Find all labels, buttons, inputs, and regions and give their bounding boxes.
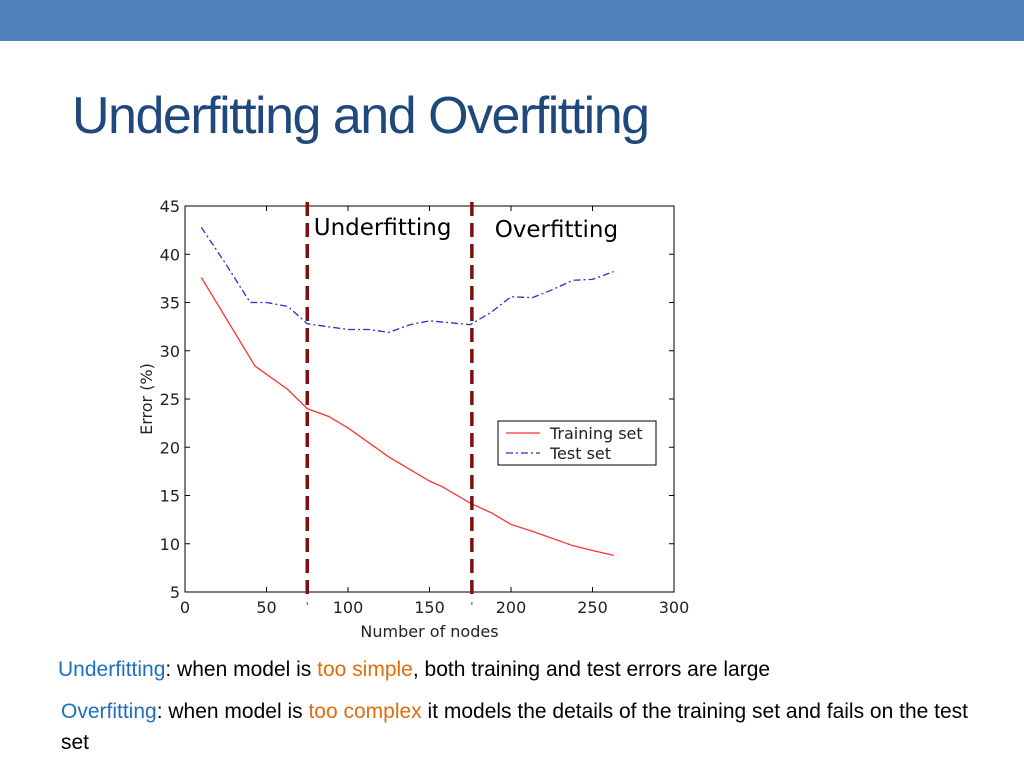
overfitting-text-2: it models the details of the training se… [61,700,969,754]
training-set-line [200,277,614,556]
y-axis-label: Error (%) [137,363,156,435]
overfitting-term: Overfitting [61,700,157,723]
y-tick-label: 10 [160,535,180,554]
too-simple-highlight: too simple [317,658,413,681]
legend-test-label: Test set [549,444,611,463]
y-tick-label: 20 [160,438,180,457]
y-tick-label: 35 [160,294,180,313]
y-tick-label: 15 [160,487,180,506]
underfitting-region-label: Underfitting [314,215,452,241]
overfitting-region-label: Overfitting [495,217,618,243]
overfitting-caption: Overfitting: when model is too complex i… [61,696,1001,758]
x-tick-label: 250 [577,598,608,617]
y-tick-label: 30 [160,342,180,361]
legend-box [497,420,657,466]
y-tick-label: 45 [160,197,180,216]
underfitting-term: Underfitting [58,658,166,681]
plot-frame [184,205,675,593]
underfitting-text-1: : when model is [165,658,318,681]
x-tick-label: 100 [333,598,364,617]
top-banner-bar [0,0,1024,41]
test-set-line [200,226,614,334]
slide-title: Underfitting and Overfitting [72,87,650,145]
x-tick-label: 300 [659,598,690,617]
x-tick-label: 150 [414,598,445,617]
underfitting-caption: Underfitting: when model is too simple, … [58,654,1008,685]
x-tick-label: 50 [256,598,276,617]
error-vs-nodes-chart: 0 50 100 150 200 250 300 5 10 15 20 25 30 35 40 45 Numbe… [137,197,690,641]
legend-training-label: Training set [549,424,643,443]
overfitting-text-1: : when model is [156,700,309,723]
y-tick-label: 25 [160,390,180,409]
underfitting-text-2: , both training and test errors are larg… [412,658,771,681]
y-tick-label: 5 [170,583,180,602]
x-tick-label: 0 [180,598,190,617]
too-complex-highlight: too complex [308,700,422,723]
x-tick-label: 200 [496,598,527,617]
x-axis-label: Number of nodes [360,622,498,641]
y-tick-label: 40 [160,245,180,264]
